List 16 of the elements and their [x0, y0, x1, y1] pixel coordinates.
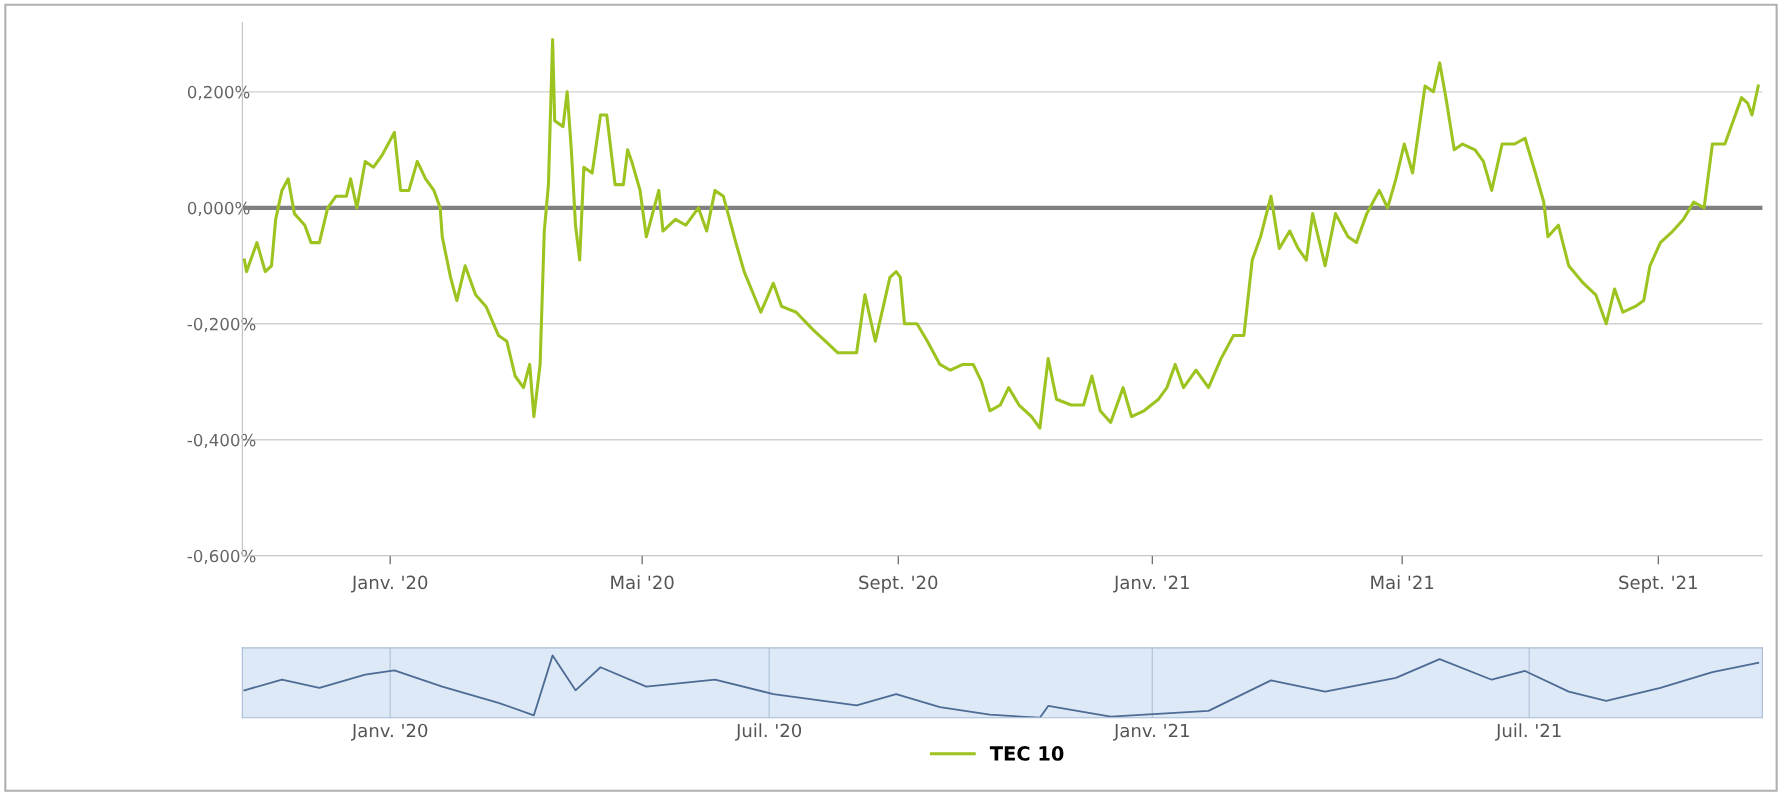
x-tick-label: Juil. '20 — [735, 723, 802, 741]
y-tick-label: -0,200% — [187, 317, 256, 333]
x-tick-label: Janv. '20 — [350, 723, 428, 741]
x-tick-label: Mai '21 — [1371, 575, 1434, 590]
x-tick-label: Janv. '21 — [1113, 723, 1189, 741]
legend-label: TEC 10 — [989, 746, 1064, 761]
y-tick-label: -0,400% — [187, 433, 256, 449]
x-tick-label: Mai '20 — [611, 575, 674, 590]
y-tick-label: 0,200% — [187, 85, 250, 101]
x-tick-label: Juil. '21 — [1495, 723, 1561, 741]
x-tick-label: Sept. '20 — [859, 575, 938, 593]
x-tick-label: Janv. '21 — [1113, 575, 1189, 593]
x-tick-label: Sept. '21 — [1619, 575, 1697, 593]
y-tick-label: -0,600% — [187, 549, 256, 565]
y-tick-label: 0,000% — [187, 201, 250, 217]
x-tick-label: Janv. '20 — [350, 575, 428, 593]
